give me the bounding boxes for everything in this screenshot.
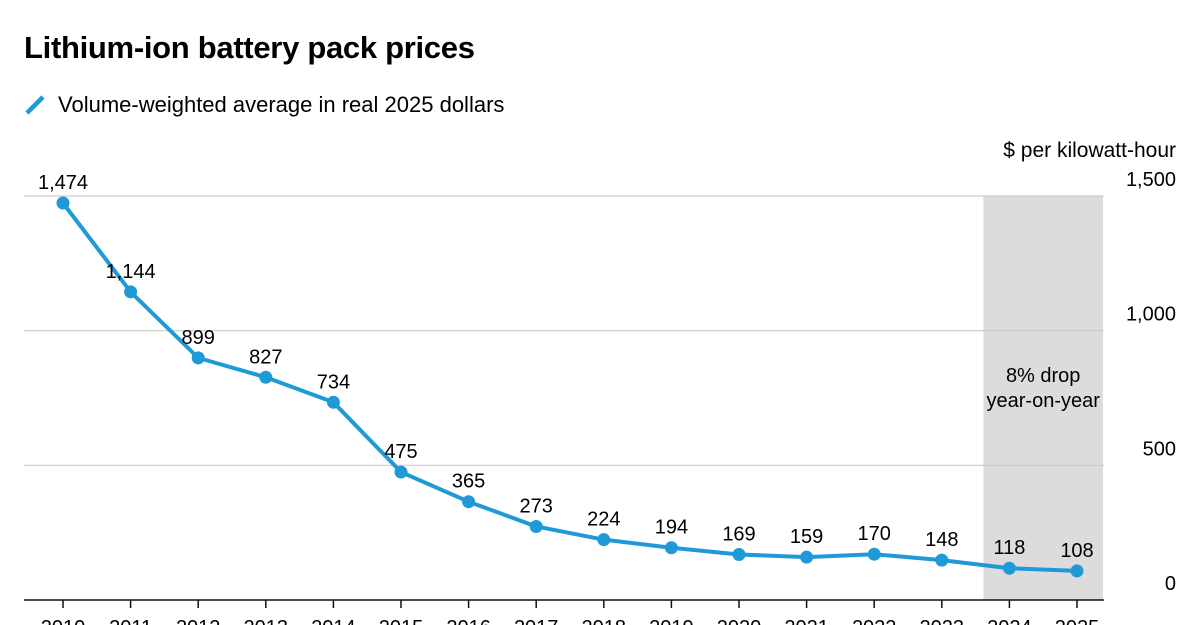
data-point [326, 395, 340, 409]
data-point [935, 553, 949, 567]
data-point [56, 196, 70, 210]
data-label: 170 [858, 523, 891, 545]
x-tick-label: 2018 [582, 617, 627, 625]
data-point [394, 465, 408, 479]
data-label: 899 [182, 327, 215, 349]
data-label: 1,144 [106, 261, 156, 283]
data-point [664, 541, 678, 555]
data-label: 475 [384, 441, 417, 463]
data-point [1070, 564, 1084, 578]
legend: Volume-weighted average in real 2025 dol… [24, 90, 504, 120]
data-point [462, 495, 476, 509]
data-label: 118 [993, 537, 1025, 559]
y-tick-label: 500 [1143, 438, 1176, 460]
data-label: 194 [655, 517, 688, 539]
x-tick-label: 2019 [649, 617, 694, 625]
data-point [124, 285, 138, 299]
x-tick-label: 2015 [379, 617, 424, 625]
legend-label: Volume-weighted average in real 2025 dol… [58, 92, 505, 117]
x-tick-label: 2014 [311, 617, 356, 625]
data-point [191, 351, 205, 365]
data-label: 1,474 [38, 172, 88, 194]
y-tick-label: 0 [1165, 573, 1176, 595]
x-tick-label: 2012 [176, 617, 221, 625]
data-label: 224 [587, 509, 620, 531]
data-point [259, 370, 273, 384]
y-axis-unit-label: $ per kilowatt-hour [1003, 139, 1176, 162]
data-point [597, 533, 611, 547]
data-label: 148 [925, 529, 958, 551]
x-tick-label: 2016 [446, 617, 491, 625]
data-point [529, 519, 543, 533]
x-tick-label: 2021 [784, 617, 829, 625]
x-tick-label: 2010 [41, 617, 86, 625]
chart-title: Lithium-ion battery pack prices [24, 30, 475, 65]
data-label: 169 [722, 523, 755, 545]
highlight-annotation: 8% drop [1006, 365, 1081, 387]
x-tick-label: 2022 [852, 617, 897, 625]
data-point [1002, 561, 1016, 575]
data-label: 734 [317, 371, 350, 393]
series-line [61, 201, 1079, 573]
highlight-annotation: year-on-year [987, 390, 1101, 412]
x-tick-label: 2011 [109, 617, 152, 625]
data-label: 108 [1060, 540, 1093, 562]
data-label: 159 [790, 526, 823, 548]
data-label: 273 [520, 495, 553, 517]
x-tick-label: 2013 [244, 617, 289, 625]
x-tick-label: 2020 [717, 617, 762, 625]
data-label: 827 [249, 346, 282, 368]
highlight-band [983, 196, 1103, 600]
x-tick-label: 2023 [920, 617, 965, 625]
y-tick-label: 1,000 [1126, 304, 1176, 326]
data-point [732, 547, 746, 561]
data-point [800, 550, 814, 564]
x-tick-label: 2017 [514, 617, 559, 625]
data-point [867, 547, 881, 561]
y-tick-label: 1,500 [1126, 169, 1176, 191]
x-tick-label: 2025 [1055, 617, 1100, 625]
x-tick-label: 2024 [987, 617, 1032, 625]
data-label: 365 [452, 471, 485, 493]
legend-line-icon [25, 95, 45, 115]
